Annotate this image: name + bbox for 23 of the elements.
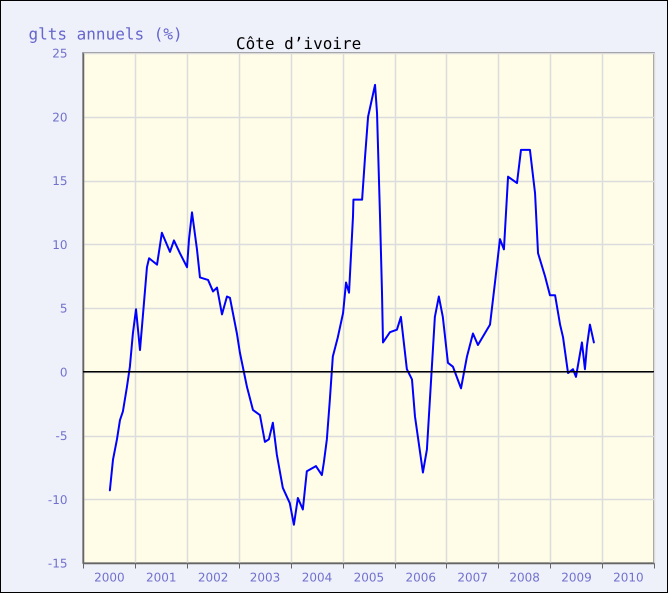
x-tick-label: 2010 <box>613 570 644 584</box>
x-tick-label: 2008 <box>509 570 540 584</box>
x-tick-label: 2006 <box>405 570 436 584</box>
y-tick-label: -15 <box>48 556 68 570</box>
chart-title: Côte d’ivoire <box>236 34 362 53</box>
y-tick-label: 15 <box>52 174 68 188</box>
x-tick-label: 2000 <box>94 570 125 584</box>
x-tick-label: 2003 <box>250 570 280 584</box>
y-tick-label: 20 <box>52 110 68 124</box>
y-axis-title: glts annuels (%) <box>28 24 183 44</box>
y-tick-label: 0 <box>60 365 68 380</box>
x-tick-label: 2002 <box>198 570 228 584</box>
x-tick-label: 2004 <box>302 570 332 584</box>
x-tick-label: 2001 <box>146 570 177 584</box>
y-tick-label: -5 <box>56 429 68 443</box>
line-series <box>108 84 595 526</box>
y-tick-label: 10 <box>52 238 68 252</box>
y-tick-label: 5 <box>60 302 68 316</box>
x-tick-label: 2007 <box>457 570 488 584</box>
x-tick-label: 2009 <box>561 570 592 584</box>
x-tick-label: 2005 <box>354 570 384 584</box>
y-tick-label: -10 <box>48 492 68 507</box>
y-tick-label: 25 <box>52 46 68 60</box>
